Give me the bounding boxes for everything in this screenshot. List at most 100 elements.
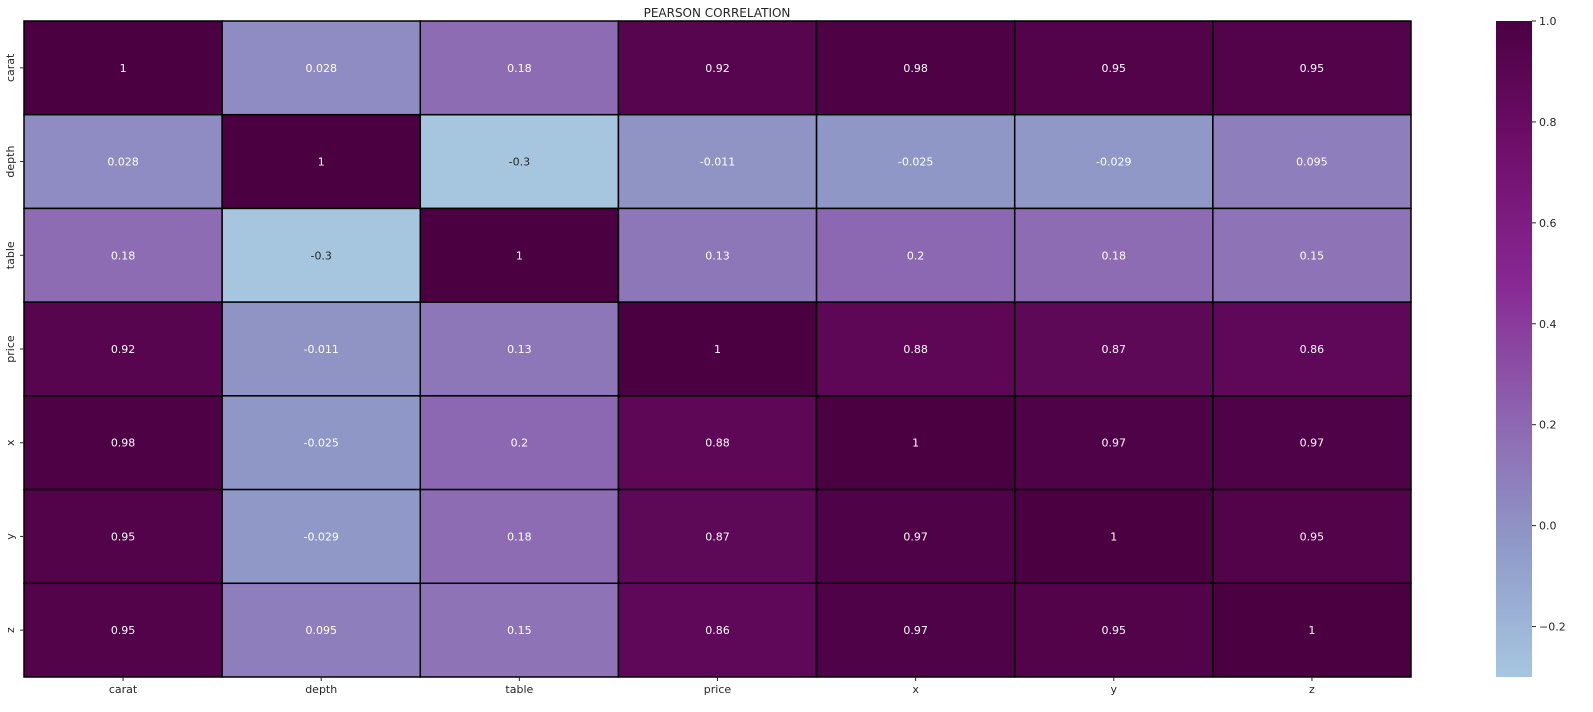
colorbar-tick-label: 0.8: [1539, 116, 1557, 129]
cell-annotation: 0.095: [305, 624, 337, 637]
cell-annotation: -0.3: [509, 156, 530, 169]
cell-annotation: 0.97: [903, 624, 928, 637]
cell-annotation: 0.88: [705, 437, 730, 450]
colorbar: 1.0 0.8 0.6 0.4 0.2 0.0 −0.2: [1496, 15, 1566, 677]
cell-annotation: 1: [1110, 530, 1117, 543]
cell-annotation: 0.86: [1300, 343, 1325, 356]
cell-annotation: 1: [516, 249, 523, 262]
y-axis-tick-labels: carat depth table price x y z: [4, 53, 24, 633]
cell-annotation: 0.95: [1300, 530, 1325, 543]
heatmap-cell-x-table: [419, 395, 620, 491]
cell-annotation: -0.011: [700, 156, 735, 169]
cell-annotation: 1: [714, 343, 721, 356]
x-tick-label: carat: [109, 683, 138, 696]
x-axis-tick-labels: carat depth table price x y z: [109, 677, 1315, 696]
cell-annotation: 0.18: [507, 62, 532, 75]
cell-annotation: 0.95: [1102, 624, 1127, 637]
y-tick-label: x: [4, 439, 17, 446]
colorbar-tick-label: 0.6: [1539, 217, 1557, 230]
y-tick-label: depth: [4, 146, 17, 178]
heatmap-cell-price-carat: [23, 301, 223, 397]
x-tick-label: z: [1309, 683, 1315, 696]
heatmap-cell-y-price: [617, 488, 818, 585]
colorbar-tick-label: 0.2: [1539, 419, 1557, 432]
heatmap-cell-price-depth: [221, 301, 422, 397]
cell-annotation: 1: [1308, 624, 1315, 637]
cell-annotation: 0.87: [1102, 343, 1127, 356]
heatmap-cell-z-x: [815, 582, 1016, 678]
heatmap-cell-price-z: [1212, 301, 1412, 397]
heatmap-cell-y-table: [419, 488, 620, 585]
cell-annotation: 0.95: [1300, 62, 1325, 75]
heatmap-cell-depth-z: [1212, 113, 1412, 210]
cell-annotation: 0.92: [705, 62, 730, 75]
y-tick-label: price: [4, 335, 17, 363]
cell-annotation: 0.028: [305, 62, 337, 75]
cell-annotation: -0.029: [303, 530, 338, 543]
y-tick-label: carat: [4, 53, 17, 82]
heatmap-cell-table-price: [617, 207, 818, 303]
heatmap-cell-y-x: [815, 488, 1016, 585]
heatmap-cell-carat-carat: [23, 20, 223, 116]
cell-annotation: 0.92: [111, 343, 136, 356]
heatmap-cell-table-z: [1212, 207, 1412, 303]
colorbar-tick-label: 1.0: [1539, 15, 1557, 28]
y-tick-label: table: [4, 241, 17, 269]
cell-annotation: 0.2: [511, 437, 529, 450]
heatmap-cell-x-z: [1212, 395, 1412, 491]
cell-annotation: -0.3: [310, 249, 331, 262]
heatmap-cell-z-price: [617, 582, 818, 678]
x-tick-label: x: [912, 683, 919, 696]
heatmap-cell-y-z: [1212, 488, 1412, 585]
cell-annotation: 0.13: [507, 343, 532, 356]
colorbar-gradient: [1496, 21, 1532, 677]
cell-annotation: 1: [318, 156, 325, 169]
cell-annotation: 0.028: [107, 156, 139, 169]
x-tick-label: price: [704, 683, 732, 696]
cell-annotation: -0.011: [303, 343, 338, 356]
heatmap-cell-carat-table: [419, 20, 620, 116]
y-tick-label: z: [4, 627, 17, 633]
heatmap-cell-y-depth: [221, 488, 422, 585]
cell-annotation: 1: [120, 62, 127, 75]
heatmap-cell-depth-table: [419, 113, 620, 210]
cell-annotation: 0.13: [705, 249, 730, 262]
heatmap-cell-table-x: [815, 207, 1016, 303]
chart-title: PEARSON CORRELATION: [644, 6, 791, 20]
heatmap-cell-depth-x: [815, 113, 1016, 210]
colorbar-tick-label: 0.0: [1539, 520, 1557, 533]
x-tick-label: y: [1111, 683, 1118, 696]
cell-annotation: 1: [912, 437, 919, 450]
cell-annotation: 0.18: [111, 249, 136, 262]
cell-annotation: 0.97: [903, 530, 928, 543]
y-tick-label: y: [4, 533, 17, 540]
heatmap-cell-x-carat: [23, 395, 223, 491]
heatmap-cells: [23, 20, 1412, 678]
cell-annotation: -0.025: [303, 437, 338, 450]
cell-annotation: 0.98: [903, 62, 928, 75]
cell-annotation: 0.95: [111, 530, 136, 543]
heatmap-cell-carat-x: [815, 20, 1016, 116]
heatmap-cell-z-carat: [23, 582, 223, 678]
colorbar-tick-label: 0.4: [1539, 318, 1557, 331]
cell-annotation: -0.025: [898, 156, 933, 169]
cell-annotation: 0.18: [1102, 249, 1127, 262]
heatmap-cell-table-y: [1013, 207, 1214, 303]
cell-annotation: 0.15: [507, 624, 532, 637]
cell-annotation: -0.029: [1096, 156, 1131, 169]
cell-annotation: 0.88: [903, 343, 928, 356]
heatmap-cell-carat-price: [617, 20, 818, 116]
heatmap-cell-z-y: [1013, 582, 1214, 678]
colorbar-tick-label: −0.2: [1539, 621, 1566, 634]
cell-annotation: 0.87: [705, 530, 730, 543]
heatmap-cell-z-z: [1212, 582, 1412, 678]
heatmap-cell-carat-y: [1013, 20, 1214, 116]
heatmap-cell-price-y: [1013, 301, 1214, 397]
cell-annotation: 0.18: [507, 530, 532, 543]
heatmap-cell-depth-y: [1013, 113, 1214, 210]
cell-annotation: 0.095: [1296, 156, 1328, 169]
cell-annotation: 0.86: [705, 624, 730, 637]
cell-annotation: 0.2: [907, 249, 925, 262]
x-tick-label: depth: [305, 683, 337, 696]
